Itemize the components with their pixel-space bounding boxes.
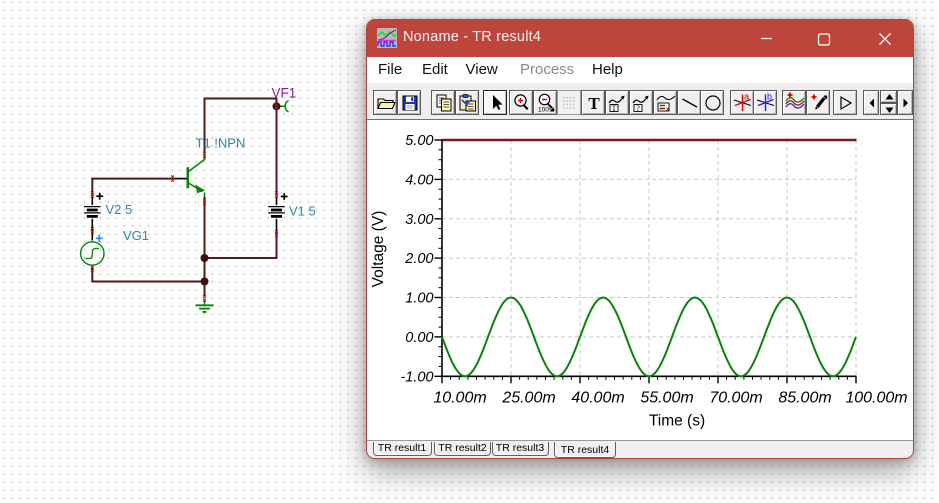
svg-text:x: x [666,106,670,113]
svg-text:T1 !NPN: T1 !NPN [196,136,246,151]
svg-text:V1 5: V1 5 [289,204,316,219]
svg-text:VF1: VF1 [272,86,297,101]
svg-text:b: b [767,92,772,102]
svg-text:100%: 100% [538,107,555,114]
svg-text:T: T [588,94,600,113]
svg-text:a: a [744,92,749,102]
svg-text:?: ? [636,103,640,113]
svg-text:V2 5: V2 5 [106,202,133,217]
svg-text:VG1: VG1 [123,228,149,243]
svg-text:T: T [611,104,616,113]
